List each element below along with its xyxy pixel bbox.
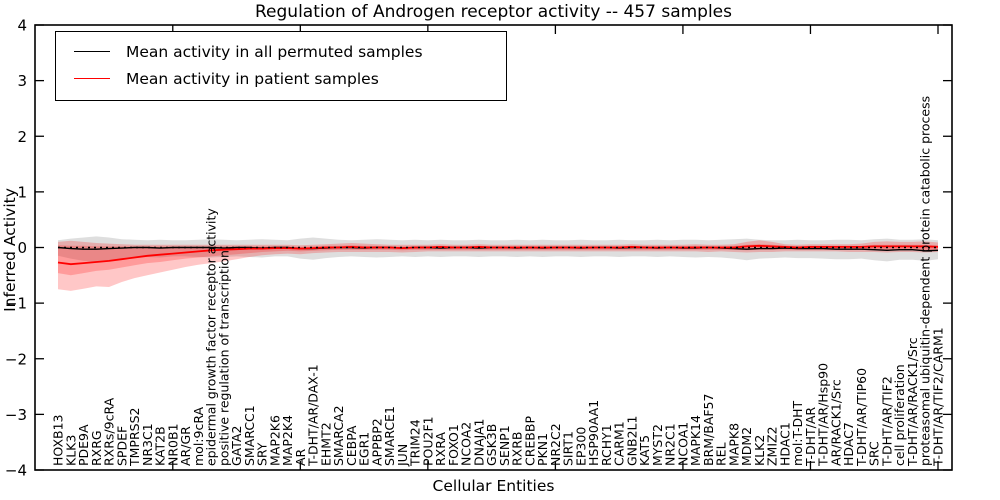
x-category-label: HDAC1	[777, 422, 792, 466]
legend: Mean activity in all permuted samples Me…	[55, 31, 507, 101]
x-category-label: RXRs/9cRA	[102, 397, 117, 466]
x-category-label: HOXB13	[51, 415, 66, 466]
permuted-band	[58, 236, 938, 262]
x-category-label: T-DHT/AR/TIF2	[879, 376, 894, 467]
x-category-label: EHMT2	[318, 422, 333, 466]
x-category-label: JUN	[395, 444, 410, 467]
x-category-label: MAPK14	[688, 415, 703, 466]
x-category-label: MAP2K6	[267, 415, 282, 466]
legend-item: Mean activity in all permuted samples	[74, 38, 496, 65]
x-category-label: AR	[293, 448, 308, 466]
y-tick-label: 3	[17, 72, 27, 90]
x-category-label: SRC	[867, 441, 882, 466]
x-category-label: T-DHT/AR/DAX-1	[306, 364, 321, 467]
x-category-label: proteasomal ubiquitin-dependent protein …	[918, 96, 933, 466]
y-tick-label: 2	[17, 128, 27, 146]
x-category-label: DNAJA1	[471, 419, 486, 467]
y-axis-title: Inferred Activity	[1, 188, 19, 312]
y-tick-label: 0	[17, 239, 27, 257]
x-category-label: SMARCA2	[331, 405, 346, 466]
x-category-label: mol:T-DHT	[790, 400, 805, 466]
x-category-label: T-DHT/AR	[803, 407, 818, 467]
x-category-label: GNB2L1	[624, 416, 639, 466]
x-axis-title: Cellular Entities	[432, 477, 555, 495]
x-category-label: APPBP2	[369, 418, 384, 466]
y-tick-label: −1	[5, 295, 27, 313]
y-tick-label: 1	[17, 183, 27, 201]
x-category-label: AR/RACK1/Src	[828, 379, 843, 466]
x-category-label: AR/GR	[178, 426, 193, 466]
x-category-label: ZMIZ2	[765, 426, 780, 466]
x-category-label: NR3C1	[140, 423, 155, 466]
x-category-label: SRY	[255, 442, 270, 466]
x-category-label: RXRG	[89, 430, 104, 466]
x-category-label: SMARCE1	[382, 406, 397, 466]
x-category-label: T-DHT/AR/TIF2/CARM1	[931, 327, 946, 467]
x-category-label: epidermal growth factor receptor activit…	[204, 208, 219, 466]
x-category-label: T-DHT/AR/Hsp90	[816, 363, 831, 467]
x-category-label: HSP90AA1	[586, 400, 601, 466]
x-category-label: NCOA1	[675, 422, 690, 466]
x-category-label: PKN1	[535, 433, 550, 466]
x-category-label: KLK2	[752, 435, 767, 466]
legend-item-label: Mean activity in all permuted samples	[126, 42, 423, 61]
y-tick-label: −2	[5, 350, 27, 368]
x-category-label: SMARCC1	[242, 405, 257, 466]
x-category-label: SIRT1	[561, 431, 576, 466]
legend-item-label: Mean activity in patient samples	[126, 69, 379, 88]
y-tick-label: −3	[5, 406, 27, 424]
x-category-label: EGR1	[357, 432, 372, 466]
x-category-label: MYST2	[650, 424, 665, 466]
x-category-label: GSK3B	[484, 424, 499, 466]
x-category-label: NR0B1	[165, 423, 180, 466]
x-category-label: SENP1	[497, 425, 512, 466]
x-category-label: MAPK8	[726, 423, 741, 466]
x-category-label: mol:9cRA	[191, 406, 206, 466]
x-category-label: SPDEF	[114, 426, 129, 466]
x-category-label: FOXO1	[446, 424, 461, 466]
patient-band-outer	[58, 240, 938, 291]
x-category-label: RXRB	[510, 431, 525, 466]
patient-line-swatch	[74, 78, 110, 79]
x-category-label: REL	[714, 442, 729, 466]
x-category-label: MDM2	[739, 427, 754, 466]
x-category-label: RXRA	[433, 432, 448, 466]
x-category-label: BRM/BAF57	[701, 394, 716, 466]
x-category-label: CARM1	[612, 421, 627, 466]
permuted-line-swatch	[74, 51, 110, 52]
x-category-label: NR2C1	[663, 423, 678, 466]
x-category-label: T-DHT/AR/RACK1/Src	[905, 337, 920, 467]
x-category-label: PDE9A	[76, 424, 91, 466]
legend-item: Mean activity in patient samples	[74, 65, 496, 92]
y-tick-label: 4	[17, 17, 27, 35]
x-category-label: KLK3	[63, 435, 78, 466]
x-category-label: cell proliferation	[892, 364, 907, 466]
x-category-label: NCOA2	[459, 422, 474, 466]
x-category-label: RCHY1	[599, 424, 614, 466]
x-category-label: TMPRSS2	[127, 408, 142, 467]
y-tick-label: −4	[5, 462, 27, 480]
x-category-label: HDAC7	[841, 422, 856, 466]
x-category-label: T-DHT/AR/TIP60	[854, 368, 869, 467]
x-category-label: POU2F1	[420, 416, 435, 466]
x-category-label: positive regulation of transcription	[216, 250, 231, 466]
x-category-label: TRIM24	[408, 419, 423, 467]
x-category-label: CEBPA	[344, 425, 359, 466]
x-category-label: CREBBP	[522, 416, 537, 466]
x-category-label: KAT2B	[153, 426, 168, 466]
x-category-label: KAT5	[637, 435, 652, 466]
x-category-label: GATA2	[229, 426, 244, 466]
x-category-label: MAP2K4	[280, 415, 295, 466]
x-category-label: NR2C2	[548, 423, 563, 466]
x-category-label: EP300	[573, 427, 588, 466]
chart-title: Regulation of Androgen receptor activity…	[255, 2, 732, 22]
